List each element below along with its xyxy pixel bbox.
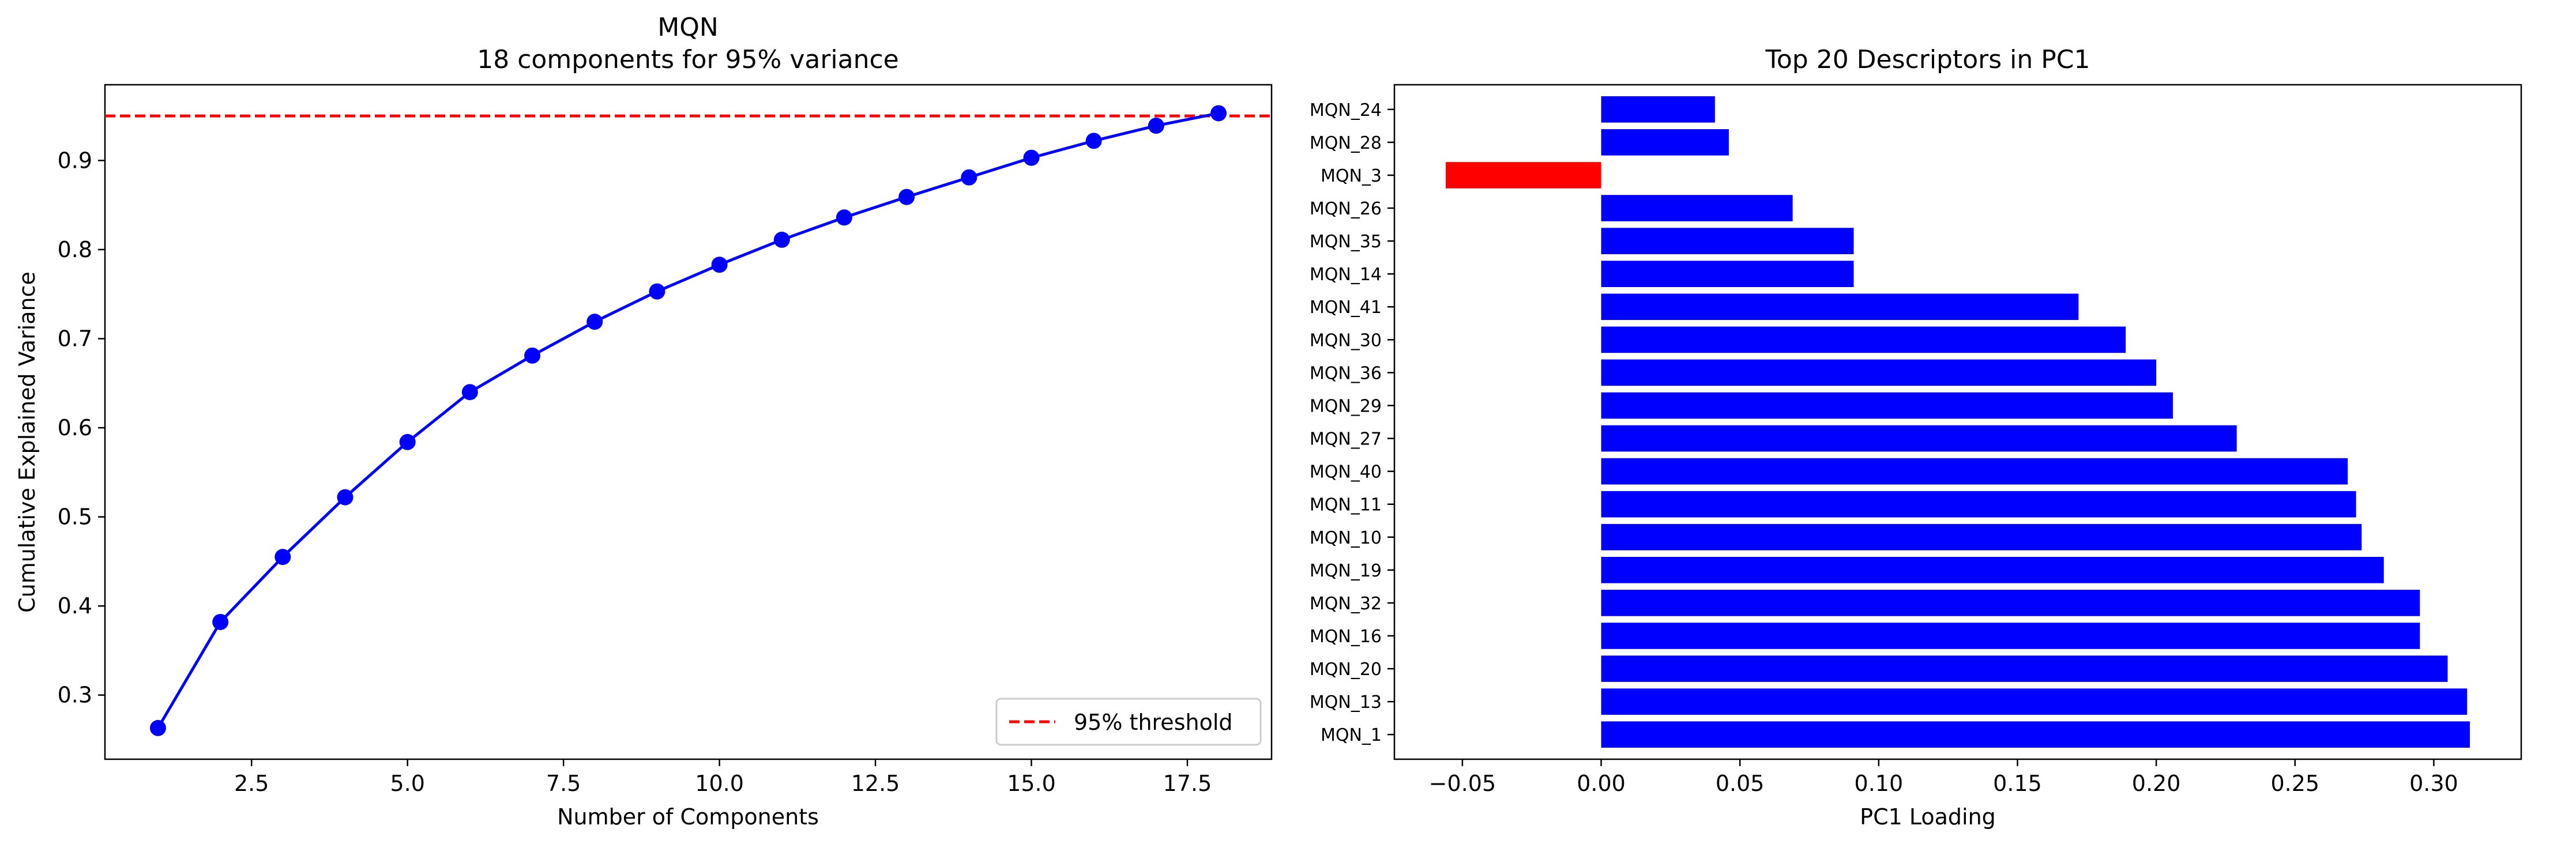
category-label: MQN_14 [1310, 265, 1382, 285]
legend-threshold-label: 95% threshold [1074, 710, 1233, 735]
x-tick-label: 0.20 [2132, 771, 2181, 796]
variance-point [1023, 149, 1040, 166]
loadings-chart-title: Top 20 Descriptors in PC1 [1765, 45, 2090, 74]
loading-bar [1601, 326, 2126, 353]
variance-point [524, 347, 541, 364]
loading-bar [1601, 491, 2356, 518]
y-tick-label: 0.9 [58, 148, 92, 173]
x-tick-label: 0.30 [2409, 771, 2458, 796]
category-label: MQN_29 [1310, 396, 1382, 416]
loading-bar [1446, 162, 1601, 189]
loading-bar [1601, 425, 2237, 452]
loading-bar [1601, 228, 1854, 254]
variance-point [461, 384, 478, 401]
category-label: MQN_26 [1310, 199, 1382, 219]
variance-chart: MQN 18 components for 95% variance 2.5 5.… [14, 13, 1273, 830]
y-tick-label: 0.4 [58, 593, 92, 619]
x-tick-label: 17.5 [1163, 771, 1212, 796]
category-label: MQN_20 [1310, 659, 1382, 680]
x-tick-label: 7.5 [546, 771, 581, 796]
variance-plot-frame [104, 84, 1273, 760]
loading-bar [1601, 688, 2468, 715]
loadings-chart: Top 20 Descriptors in PC1 MQN_1MQN_13MQN… [1310, 45, 2522, 830]
variance-series-line [156, 112, 1219, 729]
variance-chart-subtitle: 18 components for 95% variance [477, 45, 899, 74]
variance-point [898, 189, 915, 205]
variance-point [586, 314, 603, 330]
variance-point [773, 231, 790, 248]
variance-point [1148, 118, 1164, 134]
loading-bar [1601, 359, 2157, 386]
loading-bar [1601, 557, 2384, 583]
x-tick-label: 12.5 [851, 771, 900, 796]
loading-bar [1601, 523, 2362, 551]
variance-point [399, 434, 416, 450]
x-tick-label: 2.5 [234, 771, 269, 796]
x-tick-label: 0.00 [1577, 771, 1626, 796]
variance-point [149, 719, 166, 736]
loadings-plot-frame [1393, 84, 2522, 760]
category-label: MQN_13 [1310, 692, 1382, 713]
y-tick-label: 0.8 [58, 237, 92, 262]
loading-bar [1601, 129, 1729, 156]
variance-point [1210, 105, 1227, 122]
loading-bar [1601, 590, 2420, 616]
category-label: MQN_16 [1310, 627, 1382, 647]
loading-bar [1601, 261, 1854, 287]
category-label: MQN_40 [1310, 462, 1382, 483]
x-tick-label: 10.0 [695, 771, 744, 796]
loading-bar [1601, 96, 1715, 123]
variance-x-axis-label: Number of Components [557, 804, 819, 830]
variance-point [836, 209, 852, 226]
category-label: MQN_28 [1310, 133, 1382, 153]
category-label: MQN_19 [1310, 561, 1382, 581]
x-tick-label: 5.0 [390, 771, 424, 796]
x-tick-label: 0.15 [1993, 771, 2042, 796]
x-tick-label: −0.05 [1429, 771, 1496, 796]
category-label: MQN_35 [1310, 232, 1382, 252]
variance-chart-title: MQN [657, 13, 719, 42]
loading-bar [1601, 195, 1793, 221]
category-label: MQN_32 [1310, 594, 1382, 614]
variance-point [212, 613, 229, 630]
category-label: MQN_10 [1310, 528, 1382, 548]
category-label: MQN_3 [1321, 166, 1382, 186]
loading-bar [1601, 458, 2348, 485]
y-tick-label: 0.3 [58, 683, 92, 708]
category-label: MQN_41 [1310, 297, 1382, 318]
variance-y-axis-label: Cumulative Explained Variance [14, 272, 40, 613]
loadings-plot-area: MQN_1 MQN_13 MQN_20 MQN_16 MQN_32 MQN_19 MQN_1… [1310, 84, 2522, 796]
variance-point [274, 549, 291, 566]
variance-legend: 95% threshold [995, 698, 1262, 746]
variance-plot-area: 2.5 5.0 7.5 10.0 12.5 15.0 17.5 0.3 0.4 0.5 0.6 0.7… [58, 84, 1273, 796]
x-tick-label: 0.10 [1855, 771, 1904, 796]
loadings-x-axis-label: PC1 Loading [1860, 804, 1996, 830]
loading-bar [1601, 623, 2420, 649]
y-tick-label: 0.7 [58, 326, 92, 351]
y-tick-label: 0.5 [58, 504, 92, 530]
variance-point [649, 283, 665, 300]
category-label: MQN_36 [1310, 363, 1382, 383]
loading-bar [1601, 392, 2173, 419]
loading-bar [1601, 655, 2448, 682]
y-tick-label: 0.6 [58, 415, 92, 440]
variance-point [337, 489, 354, 506]
variance-point [711, 257, 728, 273]
category-label: MQN_27 [1310, 429, 1382, 450]
category-label: MQN_24 [1310, 100, 1382, 120]
category-label: MQN_11 [1310, 495, 1382, 515]
variance-point [1085, 133, 1102, 149]
variance-point [961, 169, 977, 186]
x-tick-label: 0.25 [2270, 771, 2319, 796]
category-label: MQN_1 [1321, 725, 1382, 745]
loading-bar [1601, 293, 2079, 321]
loading-bar [1601, 721, 2470, 748]
category-label: MQN_30 [1310, 330, 1382, 350]
legend-frame [995, 698, 1262, 746]
x-tick-label: 0.05 [1716, 771, 1765, 796]
x-tick-label: 15.0 [1007, 771, 1056, 796]
